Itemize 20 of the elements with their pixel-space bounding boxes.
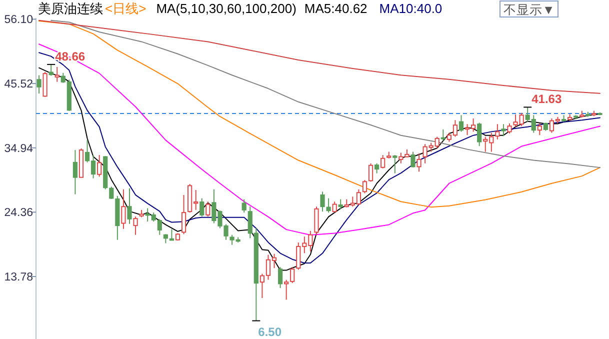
candlestick — [72, 150, 78, 195]
text: MA(5,10,30,60,100,200) — [156, 1, 296, 16]
y-tick-label: 34.94 — [4, 142, 34, 155]
candlestick — [495, 124, 500, 140]
candlestick — [121, 188, 126, 230]
candlestick — [54, 66, 60, 82]
y-tick-label: 24.36 — [4, 207, 33, 220]
y-tick-label: 45.52 — [4, 78, 33, 91]
y-tick-label: 56.10 — [4, 14, 33, 26]
chart-subtitle: <日线> — [105, 1, 146, 16]
candlestick — [416, 152, 422, 172]
y-tick-label: 13.78 — [4, 272, 33, 284]
candlestick — [320, 191, 325, 212]
text: MA10:40.0 — [379, 1, 442, 16]
candlestick — [127, 188, 132, 224]
annotation: 6.50 — [258, 324, 282, 339]
chart-title: 美原油连续 — [38, 1, 103, 16]
annotation: 41.63 — [532, 92, 562, 106]
text: MA5:40.62 — [304, 1, 368, 16]
text: 不显示▼ — [503, 3, 555, 17]
